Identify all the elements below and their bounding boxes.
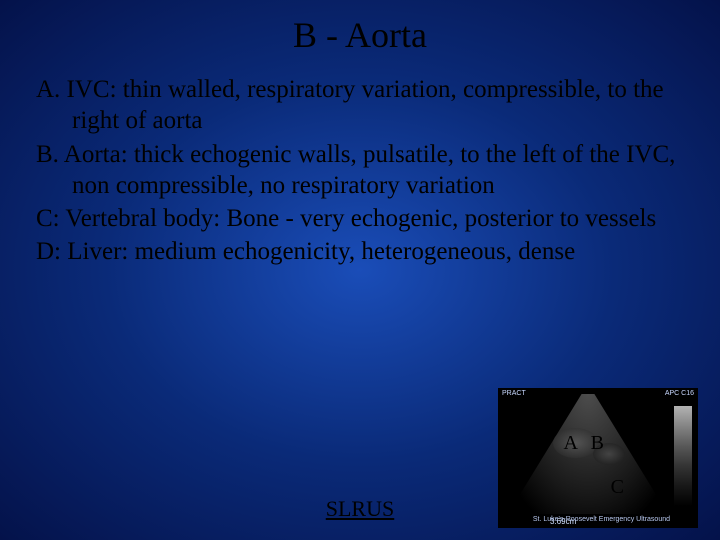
list-item: A. IVC: thin walled, respiratory variati… bbox=[36, 74, 684, 137]
content-list: A. IVC: thin walled, respiratory variati… bbox=[0, 56, 720, 268]
footer: SLRUS PRACT APC C16 3.69cm St. Luke's-Ro… bbox=[0, 402, 720, 522]
ultrasound-label-d: D bbox=[612, 386, 626, 409]
ultrasound-image: PRACT APC C16 3.69cm St. Luke's-Roosevel… bbox=[498, 388, 698, 528]
ultrasound-label-a: A bbox=[564, 432, 578, 455]
ultrasound-overlay-text: APC C16 bbox=[665, 390, 694, 397]
ultrasound-region: PRACT APC C16 3.69cm St. Luke's-Roosevel… bbox=[498, 388, 698, 528]
ultrasound-overlay-text: PRACT bbox=[502, 390, 526, 397]
list-item: B. Aorta: thick echogenic walls, pulsati… bbox=[36, 139, 684, 202]
ultrasound-overlay-text: St. Luke's-Roosevelt Emergency Ultrasoun… bbox=[533, 516, 670, 524]
ultrasound-label-b: B bbox=[591, 432, 604, 455]
ultrasound-label-c: C bbox=[611, 476, 624, 499]
footer-label: SLRUS bbox=[326, 496, 394, 522]
list-item: D: Liver: medium echogenicity, heterogen… bbox=[36, 236, 684, 267]
page-title: B - Aorta bbox=[0, 0, 720, 56]
list-item: C: Vertebral body: Bone - very echogenic… bbox=[36, 203, 684, 234]
ultrasound-grayscale-bar bbox=[674, 406, 692, 506]
